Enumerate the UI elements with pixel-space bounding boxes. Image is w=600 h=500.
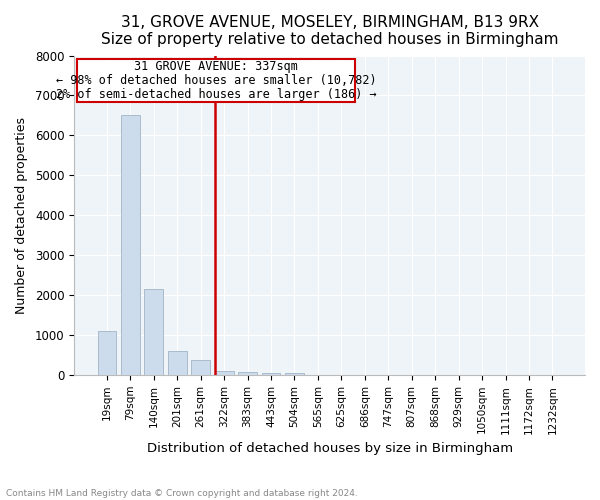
Bar xyxy=(191,360,210,375)
Bar xyxy=(238,372,257,375)
Text: Contains HM Land Registry data © Crown copyright and database right 2024.: Contains HM Land Registry data © Crown c… xyxy=(6,488,358,498)
Text: 31 GROVE AVENUE: 337sqm: 31 GROVE AVENUE: 337sqm xyxy=(134,60,298,73)
Bar xyxy=(121,116,140,375)
Bar xyxy=(145,290,163,375)
Bar xyxy=(285,373,304,375)
Text: 2% of semi-detached houses are larger (186) →: 2% of semi-detached houses are larger (1… xyxy=(56,88,376,101)
Y-axis label: Number of detached properties: Number of detached properties xyxy=(15,117,28,314)
Bar xyxy=(262,373,280,375)
Bar xyxy=(215,371,233,375)
Text: ← 98% of detached houses are smaller (10,782): ← 98% of detached houses are smaller (10… xyxy=(56,74,376,87)
X-axis label: Distribution of detached houses by size in Birmingham: Distribution of detached houses by size … xyxy=(146,442,513,455)
Title: 31, GROVE AVENUE, MOSELEY, BIRMINGHAM, B13 9RX
Size of property relative to deta: 31, GROVE AVENUE, MOSELEY, BIRMINGHAM, B… xyxy=(101,15,559,48)
Bar xyxy=(168,351,187,375)
FancyBboxPatch shape xyxy=(77,58,355,102)
Bar xyxy=(98,331,116,375)
